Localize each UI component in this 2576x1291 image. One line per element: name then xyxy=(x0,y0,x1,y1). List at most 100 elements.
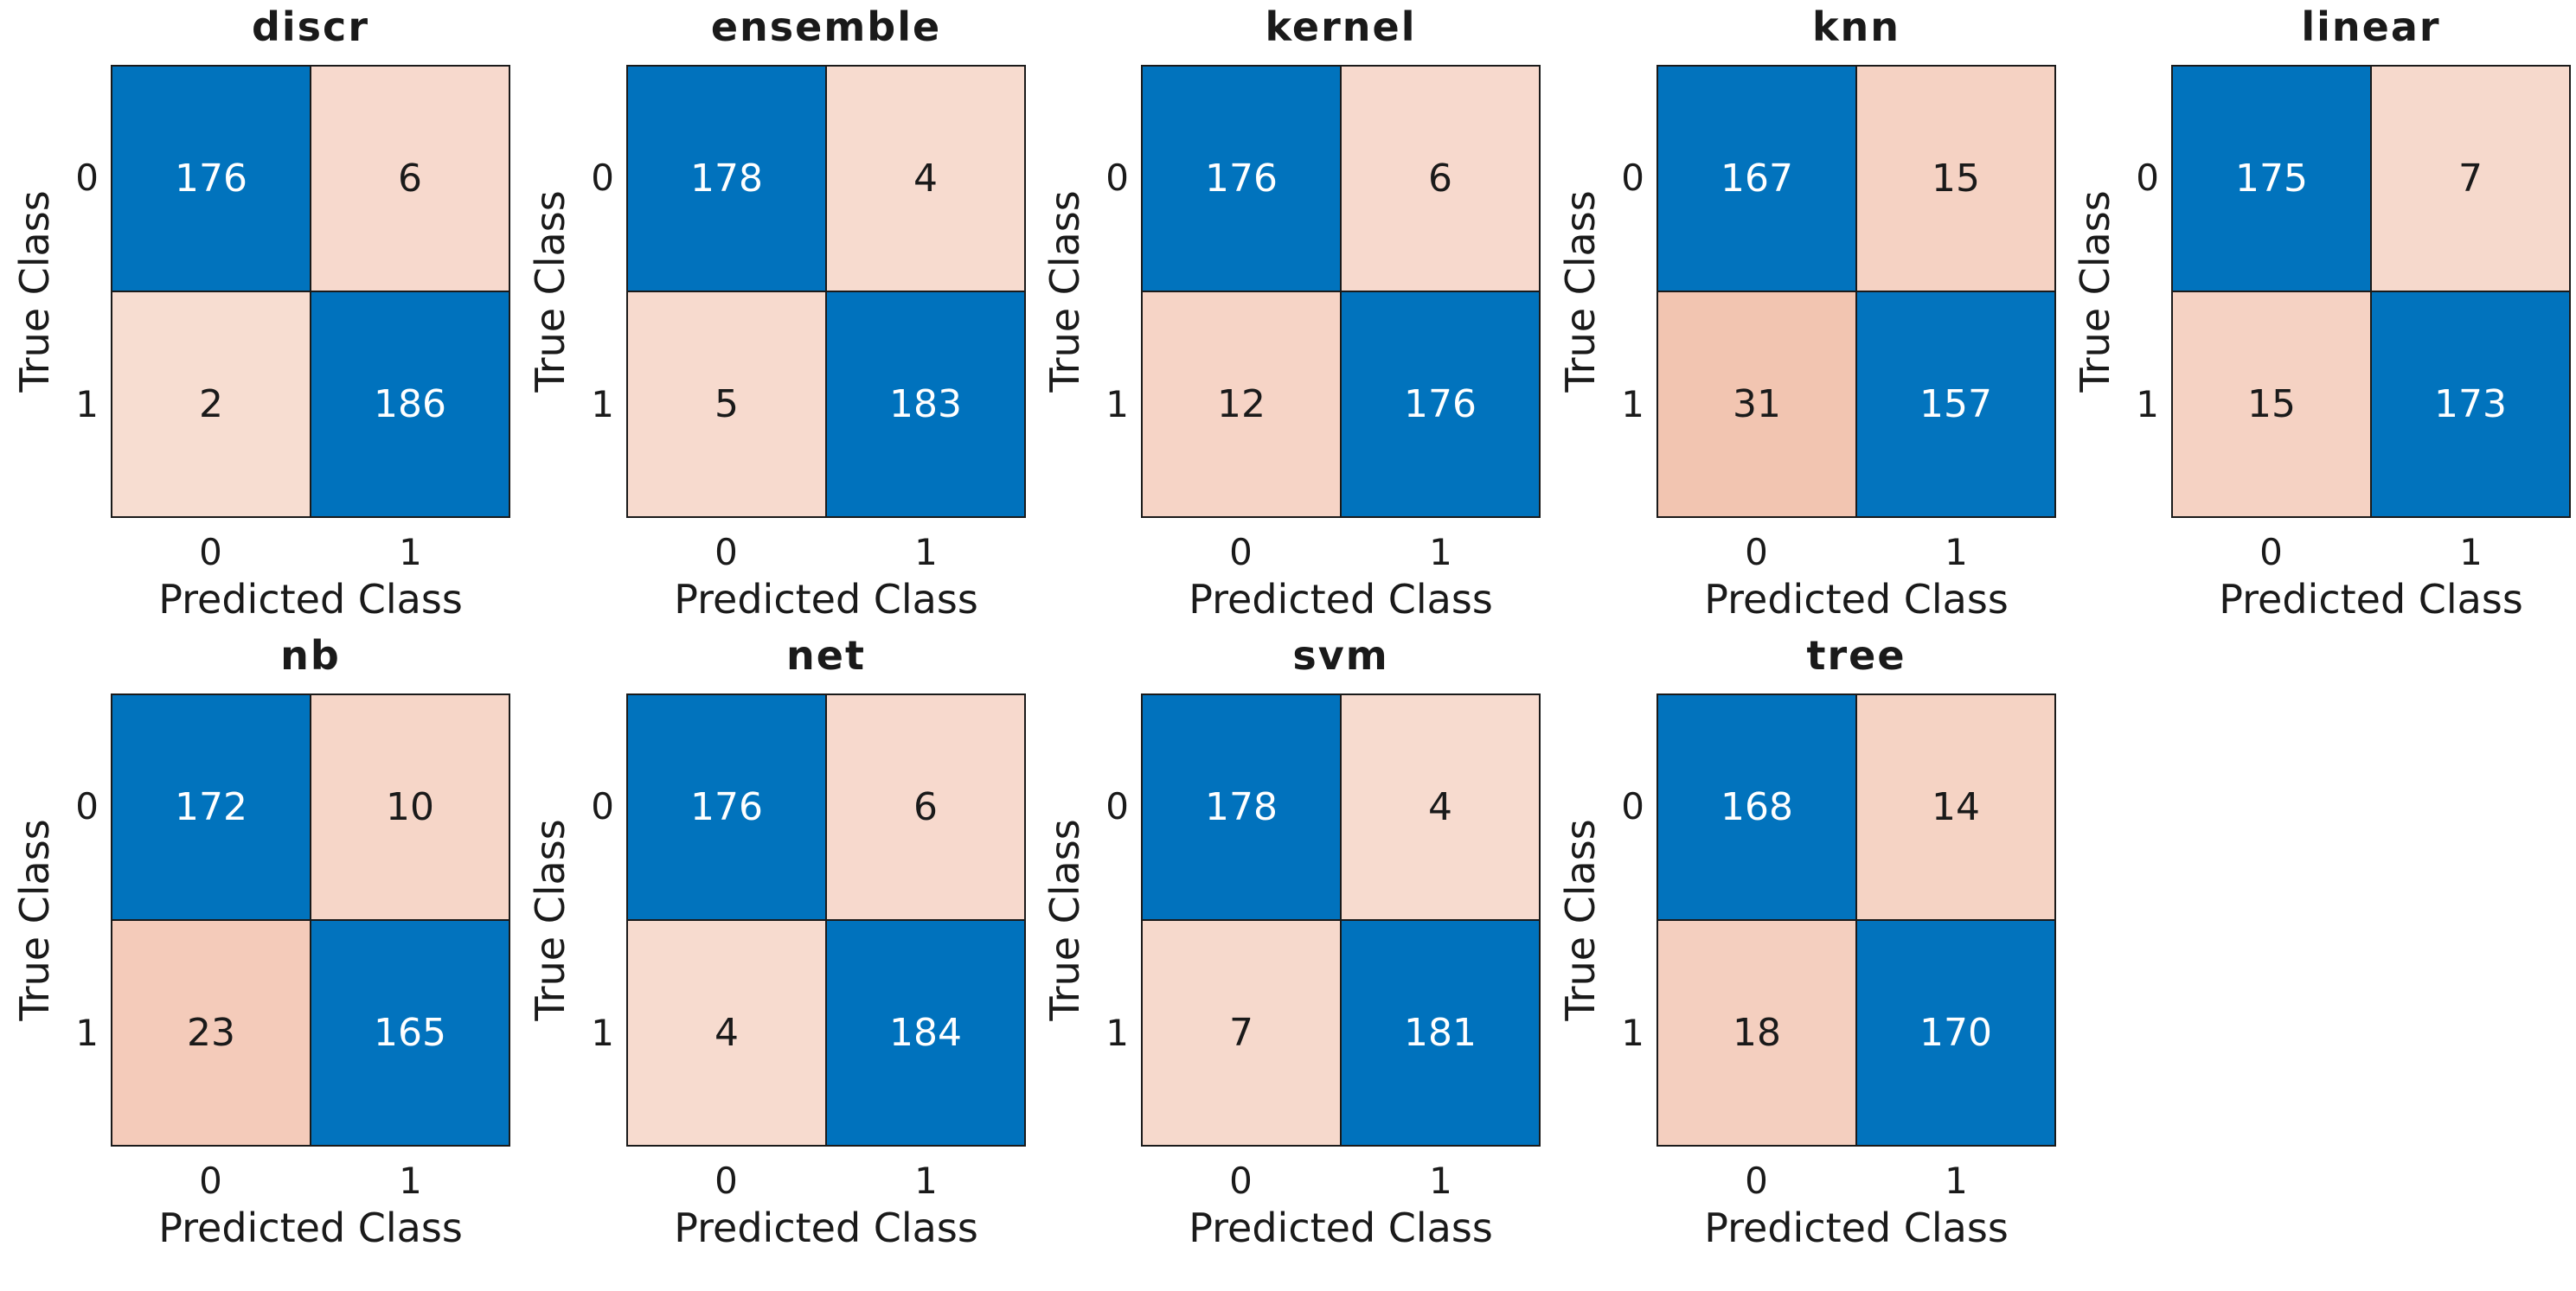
x-tick-0: 0 xyxy=(714,531,738,573)
y-tick-1: 1 xyxy=(1621,383,1644,425)
y-tick-0: 0 xyxy=(591,157,614,199)
x-tick-0: 0 xyxy=(1745,531,1768,573)
matrix-cell: 176 xyxy=(1143,67,1340,291)
confusion-matrix-panel: linear True Class 0 1 175 7 15 173 0 1 Pred… xyxy=(2060,0,2576,644)
confusion-matrix-panel: nb True Class 0 1 172 10 23 165 0 1 Predict… xyxy=(0,629,516,1273)
panel-title: svm xyxy=(1292,632,1389,679)
x-tick-1: 1 xyxy=(399,1160,422,1202)
panel-title: tree xyxy=(1806,632,1906,679)
x-tick-0: 0 xyxy=(714,1160,738,1202)
matrix-cell: 170 xyxy=(1857,921,2054,1145)
matrix-box: 178 4 7 181 xyxy=(1141,693,1541,1147)
matrix-cell: 6 xyxy=(1342,67,1539,291)
x-tick-1: 1 xyxy=(1945,1160,1968,1202)
matrix-cell: 14 xyxy=(1857,695,2054,919)
confusion-matrix-panel: ensemble True Class 0 1 178 4 5 183 0 1 Pre… xyxy=(516,0,1031,644)
y-tick-0: 0 xyxy=(1621,785,1644,828)
matrix-cell: 184 xyxy=(827,921,1024,1145)
matrix-cell: 176 xyxy=(628,695,825,919)
matrix-cell: 7 xyxy=(2372,67,2569,291)
matrix-box: 172 10 23 165 xyxy=(111,693,510,1147)
matrix-cell: 181 xyxy=(1342,921,1539,1145)
matrix-cell: 18 xyxy=(1658,921,1855,1145)
matrix-cell: 176 xyxy=(112,67,310,291)
matrix-cell: 5 xyxy=(628,292,825,516)
y-tick-0: 0 xyxy=(591,785,614,828)
y-axis-label: True Class xyxy=(527,190,574,393)
confusion-matrix-panel: tree True Class 0 1 168 14 18 170 0 1 Predi… xyxy=(1546,629,2061,1273)
confusion-matrix-panel: kernel True Class 0 1 176 6 12 176 0 1 Pred… xyxy=(1030,0,1546,644)
panel-title: net xyxy=(786,632,866,679)
matrix-cell: 6 xyxy=(311,67,509,291)
y-tick-1: 1 xyxy=(75,383,99,425)
matrix-cell: 172 xyxy=(112,695,310,919)
matrix-cell: 4 xyxy=(827,67,1024,291)
y-axis-label: True Class xyxy=(2072,190,2118,393)
matrix-box: 167 15 31 157 xyxy=(1656,65,2056,518)
y-tick-0: 0 xyxy=(75,785,99,828)
matrix-box: 178 4 5 183 xyxy=(626,65,1026,518)
x-tick-0: 0 xyxy=(1229,1160,1253,1202)
x-axis-label: Predicted Class xyxy=(674,576,978,623)
matrix-cell: 168 xyxy=(1658,695,1855,919)
y-tick-0: 0 xyxy=(75,157,99,199)
matrix-cell: 15 xyxy=(1857,67,2054,291)
y-axis-label: True Class xyxy=(527,819,574,1021)
matrix-box: 168 14 18 170 xyxy=(1656,693,2056,1147)
y-tick-1: 1 xyxy=(1105,383,1129,425)
matrix-cell: 12 xyxy=(1143,292,1340,516)
y-tick-0: 0 xyxy=(1621,157,1644,199)
y-tick-0: 0 xyxy=(1105,785,1129,828)
matrix-cell: 178 xyxy=(628,67,825,291)
matrix-cell: 178 xyxy=(1143,695,1340,919)
x-tick-1: 1 xyxy=(914,531,938,573)
panel-title: ensemble xyxy=(710,3,942,50)
x-tick-0: 0 xyxy=(2259,531,2283,573)
x-tick-0: 0 xyxy=(199,1160,222,1202)
x-axis-label: Predicted Class xyxy=(1704,1205,2009,1251)
y-axis-label: True Class xyxy=(1041,819,1088,1021)
x-tick-1: 1 xyxy=(2459,531,2483,573)
confusion-matrix-panel: discr True Class 0 1 176 6 2 186 0 1 Predic… xyxy=(0,0,516,644)
x-tick-1: 1 xyxy=(914,1160,938,1202)
matrix-cell: 2 xyxy=(112,292,310,516)
panel-title: discr xyxy=(251,3,370,50)
y-axis-label: True Class xyxy=(1557,190,1604,393)
matrix-cell: 186 xyxy=(311,292,509,516)
x-tick-0: 0 xyxy=(1229,531,1253,573)
confusion-matrix-panel: knn True Class 0 1 167 15 31 157 0 1 Predic… xyxy=(1546,0,2061,644)
matrix-cell: 6 xyxy=(827,695,1024,919)
y-tick-1: 1 xyxy=(591,1012,614,1054)
x-axis-label: Predicted Class xyxy=(1189,576,1493,623)
matrix-cell: 173 xyxy=(2372,292,2569,516)
x-tick-0: 0 xyxy=(1745,1160,1768,1202)
matrix-cell: 4 xyxy=(1342,695,1539,919)
matrix-cell: 165 xyxy=(311,921,509,1145)
matrix-cell: 7 xyxy=(1143,921,1340,1145)
y-axis-label: True Class xyxy=(1557,819,1604,1021)
x-tick-1: 1 xyxy=(399,531,422,573)
x-tick-1: 1 xyxy=(1945,531,1968,573)
x-axis-label: Predicted Class xyxy=(1189,1205,1493,1251)
y-tick-1: 1 xyxy=(1621,1012,1644,1054)
x-axis-label: Predicted Class xyxy=(674,1205,978,1251)
y-tick-1: 1 xyxy=(75,1012,99,1054)
x-axis-label: Predicted Class xyxy=(2219,576,2523,623)
x-tick-0: 0 xyxy=(199,531,222,573)
x-tick-1: 1 xyxy=(1429,1160,1452,1202)
y-axis-label: True Class xyxy=(11,819,58,1021)
y-axis-label: True Class xyxy=(11,190,58,393)
matrix-box: 176 6 4 184 xyxy=(626,693,1026,1147)
y-tick-1: 1 xyxy=(1105,1012,1129,1054)
matrix-cell: 167 xyxy=(1658,67,1855,291)
x-tick-1: 1 xyxy=(1429,531,1452,573)
confusion-matrix-panel: svm True Class 0 1 178 4 7 181 0 1 Predicte… xyxy=(1030,629,1546,1273)
matrix-box: 176 6 12 176 xyxy=(1141,65,1541,518)
x-axis-label: Predicted Class xyxy=(1704,576,2009,623)
x-axis-label: Predicted Class xyxy=(158,1205,463,1251)
panel-title: kernel xyxy=(1265,3,1417,50)
matrix-cell: 23 xyxy=(112,921,310,1145)
y-tick-1: 1 xyxy=(2136,383,2159,425)
confusion-matrix-panel: net True Class 0 1 176 6 4 184 0 1 Predicte… xyxy=(516,629,1031,1273)
